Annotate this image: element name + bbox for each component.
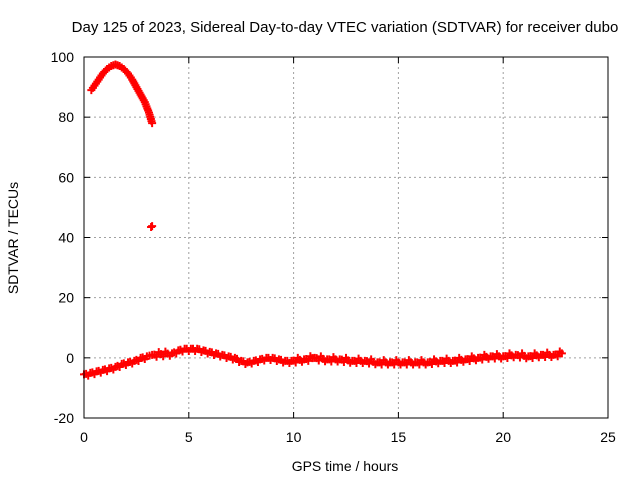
data-point	[557, 349, 566, 358]
y-axis-label: SDTVAR / TECUs	[5, 182, 21, 294]
x-axis-label: GPS time / hours	[292, 458, 399, 474]
y-tick-label: 0	[66, 350, 74, 366]
y-tick-label: 100	[51, 49, 75, 65]
data-point-fill	[304, 356, 313, 365]
x-tick-label: 0	[80, 429, 88, 445]
y-tick-label: 20	[58, 290, 74, 306]
x-tick-label: 5	[185, 429, 193, 445]
tick-layer: 0 5 10 15 20 25 -20 0 20 40 60 80 100	[51, 49, 616, 445]
y-tick-label: -20	[54, 410, 74, 426]
chart-title: Day 125 of 2023, Sidereal Day-to-day VTE…	[72, 19, 619, 36]
y-tick-label: 80	[58, 109, 74, 125]
data-point	[148, 119, 157, 128]
data-point	[148, 222, 157, 231]
x-tick-label: 20	[495, 429, 511, 445]
y-tick-label: 60	[58, 169, 74, 185]
data-point-fill	[553, 352, 562, 361]
data-layer	[80, 60, 566, 380]
x-tick-label: 10	[286, 429, 302, 445]
x-tick-label: 25	[600, 429, 616, 445]
x-tick-label: 15	[391, 429, 407, 445]
y-tick-label: 40	[58, 230, 74, 246]
